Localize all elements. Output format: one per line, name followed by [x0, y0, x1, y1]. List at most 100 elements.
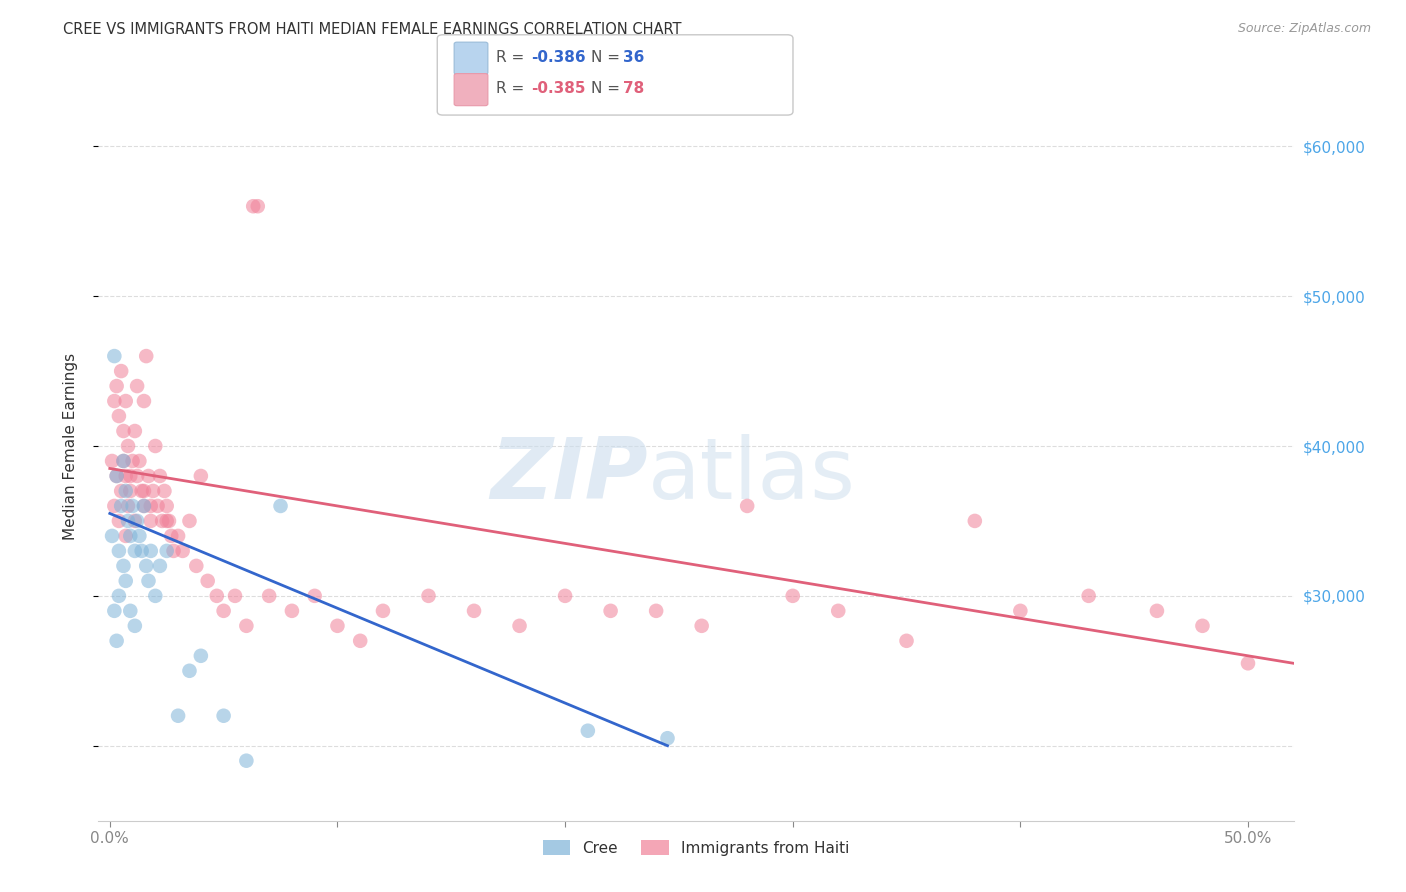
Point	[135, 558, 157, 573]
Point	[120, 529, 142, 543]
Point	[349, 633, 371, 648]
Text: CREE VS IMMIGRANTS FROM HAITI MEDIAN FEMALE EARNINGS CORRELATION CHART: CREE VS IMMIGRANTS FROM HAITI MEDIAN FEM…	[63, 22, 682, 37]
Point	[782, 589, 804, 603]
Point	[143, 589, 166, 603]
Point	[463, 604, 485, 618]
Point	[509, 619, 531, 633]
Point	[114, 394, 136, 409]
Point	[114, 574, 136, 588]
Point	[197, 574, 219, 588]
Point	[554, 589, 576, 603]
Point	[131, 483, 153, 498]
Point	[105, 469, 128, 483]
Point	[235, 619, 257, 633]
Point	[120, 604, 142, 618]
Point	[326, 619, 349, 633]
Point	[105, 379, 128, 393]
Point	[205, 589, 228, 603]
Point	[167, 708, 190, 723]
Point	[599, 604, 621, 618]
Point	[132, 499, 155, 513]
Point	[108, 409, 131, 423]
Point	[117, 439, 139, 453]
Point	[735, 499, 758, 513]
Point	[242, 199, 264, 213]
Point	[114, 529, 136, 543]
Point	[112, 454, 135, 468]
Point	[224, 589, 246, 603]
Point	[112, 424, 135, 438]
Point	[121, 499, 143, 513]
Point	[114, 469, 136, 483]
Point	[149, 469, 172, 483]
Point	[127, 469, 149, 483]
Point	[108, 589, 131, 603]
Text: N =: N =	[591, 81, 624, 96]
Point	[179, 664, 201, 678]
Point	[132, 499, 155, 513]
Point	[110, 499, 132, 513]
Point	[110, 483, 132, 498]
Text: N =: N =	[591, 50, 624, 65]
Point	[114, 483, 136, 498]
Point	[110, 364, 132, 378]
Point	[103, 394, 125, 409]
Point	[124, 544, 146, 558]
Point	[124, 514, 146, 528]
Point	[117, 499, 139, 513]
Text: -0.385: -0.385	[531, 81, 586, 96]
Point	[138, 574, 160, 588]
Point	[108, 514, 131, 528]
Point	[157, 514, 180, 528]
Point	[117, 514, 139, 528]
Point	[149, 558, 172, 573]
Point	[257, 589, 280, 603]
Point	[1010, 604, 1032, 618]
Point	[128, 454, 150, 468]
Text: -0.386: -0.386	[531, 50, 586, 65]
Point	[576, 723, 599, 738]
Point	[139, 499, 162, 513]
Point	[1191, 619, 1213, 633]
Point	[112, 454, 135, 468]
Point	[156, 499, 179, 513]
Point	[138, 469, 160, 483]
Point	[127, 379, 149, 393]
Point	[281, 604, 304, 618]
Point	[103, 349, 125, 363]
Point	[120, 483, 142, 498]
Point	[827, 604, 849, 618]
Text: atlas: atlas	[648, 434, 856, 517]
Point	[645, 604, 668, 618]
Point	[270, 499, 292, 513]
Point	[139, 544, 162, 558]
Point	[1237, 657, 1260, 671]
Legend: Cree, Immigrants from Haiti: Cree, Immigrants from Haiti	[537, 833, 855, 862]
Text: Source: ZipAtlas.com: Source: ZipAtlas.com	[1237, 22, 1371, 36]
Point	[896, 633, 918, 648]
Point	[690, 619, 713, 633]
Point	[131, 544, 153, 558]
Point	[190, 469, 212, 483]
Text: ZIP: ZIP	[491, 434, 648, 517]
Point	[190, 648, 212, 663]
Point	[142, 483, 165, 498]
Point	[132, 394, 155, 409]
Point	[124, 424, 146, 438]
Point	[105, 469, 128, 483]
Point	[105, 633, 128, 648]
Point	[186, 558, 208, 573]
Point	[127, 514, 149, 528]
Text: R =: R =	[496, 50, 530, 65]
Point	[150, 514, 173, 528]
Point	[120, 469, 142, 483]
Point	[128, 529, 150, 543]
Point	[657, 731, 679, 746]
Point	[143, 439, 166, 453]
Point	[103, 499, 125, 513]
Point	[167, 529, 190, 543]
Point	[153, 483, 176, 498]
Text: 78: 78	[623, 81, 644, 96]
Point	[172, 544, 194, 558]
Point	[132, 483, 155, 498]
